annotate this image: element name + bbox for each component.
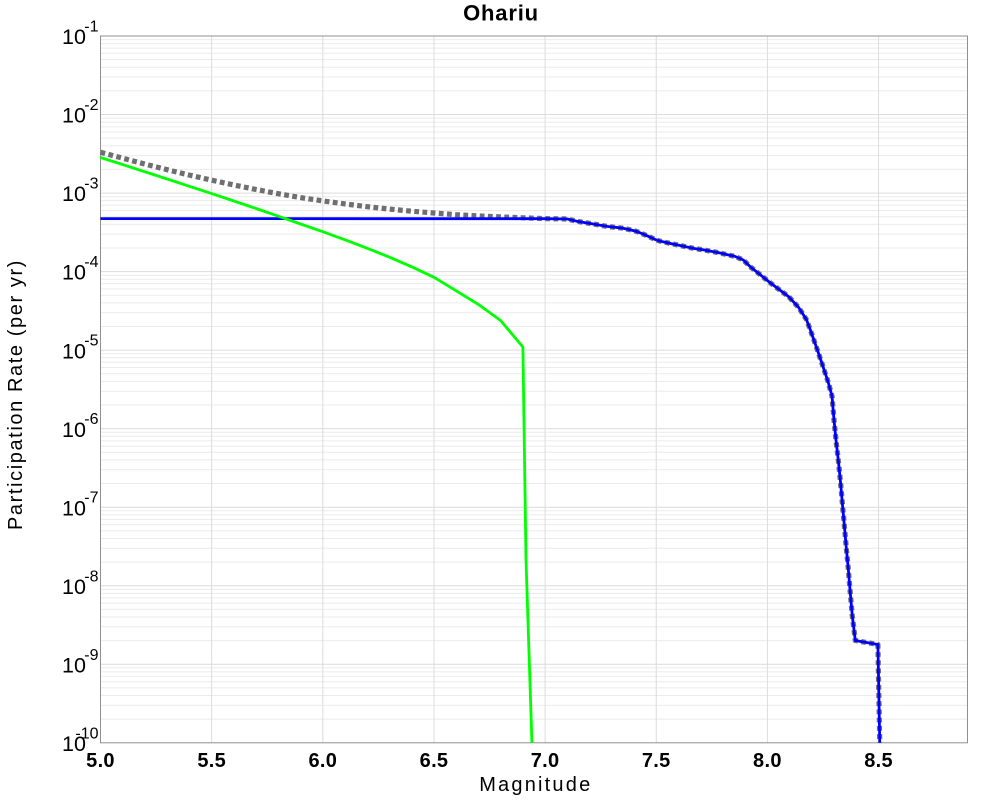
svg-text:Participation Rate (per yr): Participation Rate (per yr) xyxy=(5,259,27,530)
svg-text:-6: -6 xyxy=(84,411,98,428)
svg-text:-10: -10 xyxy=(75,725,98,742)
svg-text:10: 10 xyxy=(62,575,86,599)
svg-text:-9: -9 xyxy=(84,647,98,664)
svg-text:10: 10 xyxy=(62,261,86,285)
svg-text:Magnitude: Magnitude xyxy=(479,774,592,796)
svg-text:10: 10 xyxy=(62,496,86,520)
svg-text:-7: -7 xyxy=(84,490,98,507)
svg-text:10: 10 xyxy=(62,732,86,756)
svg-text:6.0: 6.0 xyxy=(308,750,337,772)
svg-text:5.0: 5.0 xyxy=(86,750,115,772)
svg-text:10: 10 xyxy=(62,104,86,128)
svg-text:5.5: 5.5 xyxy=(197,750,226,772)
svg-text:10: 10 xyxy=(62,653,86,677)
svg-text:7.0: 7.0 xyxy=(531,750,560,772)
svg-text:-1: -1 xyxy=(84,19,98,36)
svg-text:-4: -4 xyxy=(84,254,98,271)
svg-text:-3: -3 xyxy=(84,176,98,193)
svg-text:Ohariu: Ohariu xyxy=(463,0,539,25)
svg-text:8.5: 8.5 xyxy=(864,750,893,772)
svg-text:7.5: 7.5 xyxy=(642,750,671,772)
svg-text:8.0: 8.0 xyxy=(753,750,782,772)
svg-text:10: 10 xyxy=(62,25,86,49)
svg-text:-8: -8 xyxy=(84,568,98,585)
svg-text:10: 10 xyxy=(62,182,86,206)
svg-text:10: 10 xyxy=(62,418,86,442)
svg-text:10: 10 xyxy=(62,339,86,363)
svg-text:-2: -2 xyxy=(84,97,98,114)
svg-text:-5: -5 xyxy=(84,333,98,350)
svg-text:6.5: 6.5 xyxy=(420,750,449,772)
